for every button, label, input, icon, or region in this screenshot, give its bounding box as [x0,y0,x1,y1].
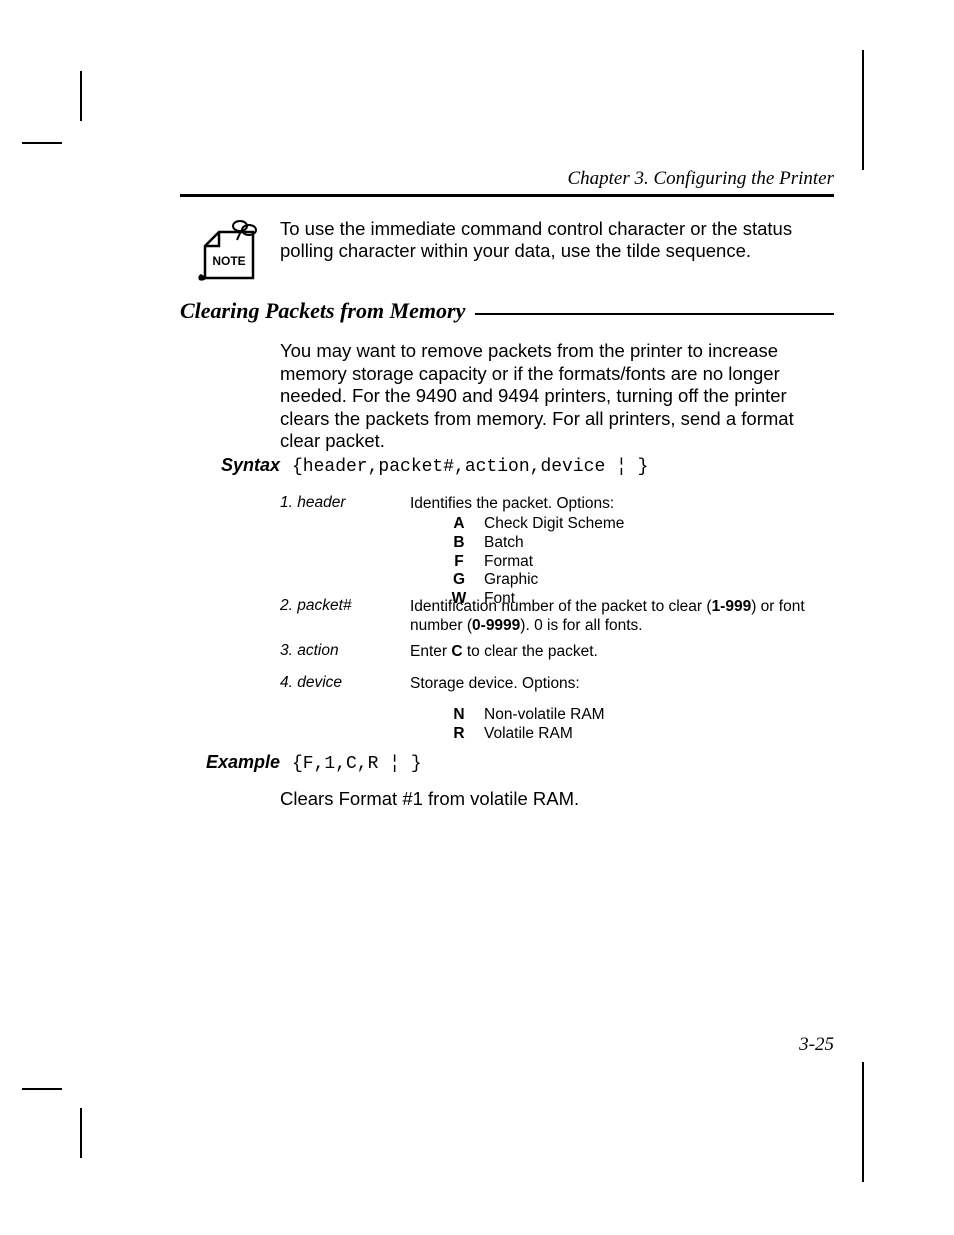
option-key: A [434,515,484,534]
note-label: NOTE [212,254,245,268]
option-key: F [434,553,484,572]
header-rule [180,194,834,197]
option-row: NNon-volatile RAM [410,706,834,725]
syntax-label: Syntax [185,455,280,476]
options-table: ACheck Digit Scheme BBatch FFormat GGrap… [410,515,834,608]
syntax-row: Syntax {header,packet#,action,device ¦ } [185,455,648,477]
bold-text: 0-9999 [472,617,520,634]
option-key: B [434,534,484,553]
example-row: Example {F,1,C,R ¦ } [185,752,422,774]
example-result: Clears Format #1 from volatile RAM. [280,788,579,810]
option-row: RVolatile RAM [410,725,834,744]
cropmark [80,1108,82,1158]
example-code: {F,1,C,R ¦ } [292,754,422,774]
param-name: 1. header [280,494,410,608]
param-desc-text: Storage device. Options: [410,675,580,692]
syntax-code: {header,packet#,action,device ¦ } [292,457,648,477]
param-desc: Storage device. Options: [410,674,834,693]
section-title: Clearing Packets from Memory [180,298,475,324]
option-val: Non-volatile RAM [484,706,834,725]
cropmark [862,1062,864,1182]
note-block: NOTE To use the immediate command contro… [195,218,825,288]
intro-paragraph: You may want to remove packets from the … [280,340,834,453]
option-val: Graphic [484,571,834,590]
param-name: 2. packet# [280,597,410,636]
spacer [280,704,410,743]
param-name: 4. device [280,674,410,693]
cropmark [22,1088,62,1090]
param-action: 3. action Enter C to clear the packet. [280,642,834,673]
option-row: GGraphic [410,571,834,590]
cropmark [80,71,82,121]
option-key: G [434,571,484,590]
option-row: BBatch [410,534,834,553]
param-desc: Identifies the packet. Options: ACheck D… [410,494,834,608]
cropmark [862,50,864,170]
option-key: R [434,725,484,744]
cropmark [22,142,62,144]
options-table: NNon-volatile RAM RVolatile RAM [410,706,834,743]
param-device: 4. device Storage device. Options: [280,674,834,705]
option-row: ACheck Digit Scheme [410,515,834,534]
param-device-options: NNon-volatile RAM RVolatile RAM [280,704,834,755]
param-name: 3. action [280,642,410,661]
option-val: Batch [484,534,834,553]
param-desc: NNon-volatile RAM RVolatile RAM [410,704,834,743]
page-number: 3-25 [799,1034,834,1056]
text: to clear the packet. [463,643,598,660]
bold-text: 1-999 [712,598,752,615]
option-val: Check Digit Scheme [484,515,834,534]
param-packet: 2. packet# Identification number of the … [280,597,834,648]
note-text: To use the immediate command control cha… [280,218,825,262]
bold-text: C [451,643,462,660]
note-icon: NOTE [195,218,265,288]
section-rule [475,313,834,315]
param-desc-text: Identifies the packet. Options: [410,495,614,512]
option-row: FFormat [410,553,834,572]
option-val: Format [484,553,834,572]
section-heading-row: Clearing Packets from Memory [180,298,834,324]
param-desc: Enter C to clear the packet. [410,642,834,661]
param-desc: Identification number of the packet to c… [410,597,834,636]
text: Identification number of the packet to c… [410,598,712,615]
chapter-header: Chapter 3. Configuring the Printer [567,168,834,190]
option-key: N [434,706,484,725]
text: ). 0 is for all fonts. [520,617,642,634]
text: Enter [410,643,451,660]
option-val: Volatile RAM [484,725,834,744]
example-label: Example [185,752,280,773]
page: Chapter 3. Configuring the Printer NOTE … [0,0,954,1235]
